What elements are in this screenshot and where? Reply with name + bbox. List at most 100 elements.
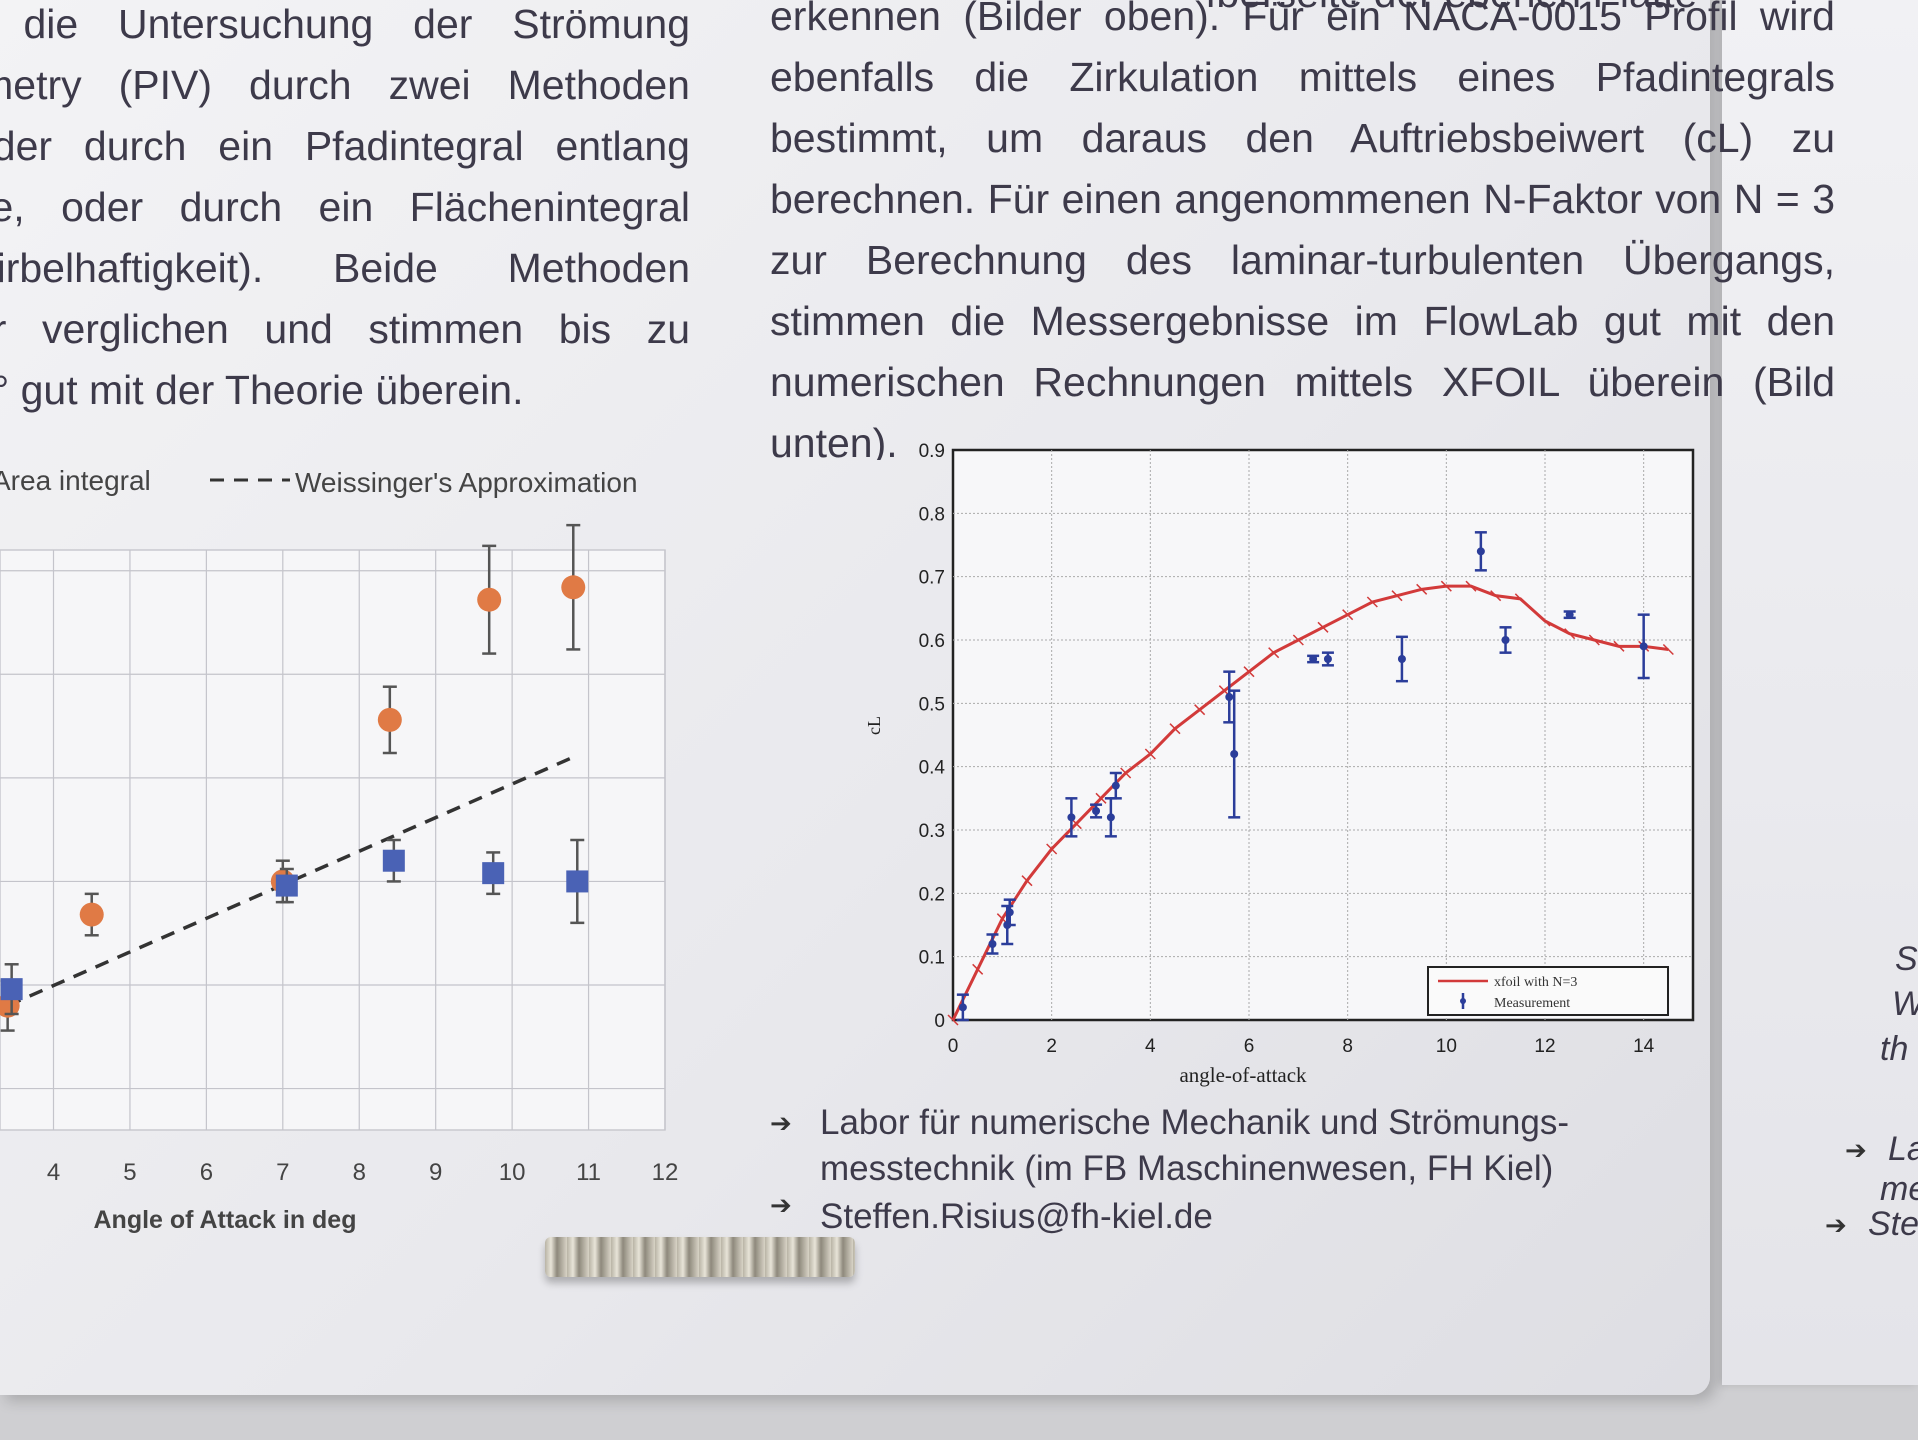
xfoil-point-marker <box>1046 843 1058 855</box>
xfoil-point-marker <box>1490 590 1502 602</box>
left-chart-legend: Area integral Weissinger's Approximation <box>0 465 638 498</box>
xfoil-point-marker <box>1564 628 1576 640</box>
right-chart-x-tick-label: 14 <box>1633 1036 1655 1057</box>
left-paragraph-line: Virbelhaftigkeit). Beide Methoden <box>0 245 690 291</box>
measurement-point <box>958 1003 967 1012</box>
left-chart-x-tick-label: 4 <box>47 1159 60 1186</box>
measurement-point <box>1067 813 1076 822</box>
footer-email[interactable]: Steffen.Risius@fh-kiel.de <box>820 1197 1213 1236</box>
xfoil-point-marker <box>1268 647 1280 659</box>
xfoil-point-marker <box>1440 580 1452 592</box>
right-paragraph-clip: ıberseite der ebenen Platte erkennen (Bi… <box>765 0 1845 460</box>
xfoil-point-marker <box>1588 634 1600 646</box>
left-paragraph-line: 8° gut mit der Theorie überein. <box>0 367 524 413</box>
side-fragment: Ste <box>1868 1205 1918 1243</box>
xfoil-point-marker <box>1662 643 1674 656</box>
measurement-point <box>1476 547 1485 556</box>
side-fragment: S <box>1895 940 1918 978</box>
right-chart-y-tick-label: 0.2 <box>919 884 945 905</box>
xfoil-point-marker <box>1243 666 1255 678</box>
right-chart-x-tick-label: 6 <box>1244 1036 1255 1057</box>
left-paragraph-line: ve, oder durch ein Flächenintegral <box>0 184 690 230</box>
right-chart-x-tick-label: 4 <box>1145 1036 1156 1057</box>
measurement-point <box>1005 908 1014 917</box>
right-chart-marks <box>947 531 1674 1026</box>
xfoil-point-marker <box>1539 615 1551 627</box>
side-fragment: me <box>1880 1170 1918 1208</box>
right-paragraph-line: ebenfalls die Zirkulation mittels eines … <box>770 54 1835 100</box>
right-paragraph-line: unten). <box>770 420 898 460</box>
left-chart-marks <box>0 523 589 1032</box>
left-chart-x-tick-label: 11 <box>576 1159 601 1186</box>
xfoil-point-marker <box>1342 609 1354 621</box>
right-chart-y-axis-label: cL <box>864 716 884 735</box>
left-chart-ticks: 4 5 6 7 8 9 10 11 12 <box>47 1159 679 1186</box>
measurement-point <box>1639 642 1648 651</box>
measurement-point <box>1225 693 1234 701</box>
left-paragraph-clip: r die Untersuchung der Strömung imetry (… <box>0 0 700 430</box>
right-paragraph-line: zur Berechnung des laminar-turbulenten Ü… <box>770 237 1835 283</box>
path-integral-point <box>566 870 589 893</box>
left-chart-grid <box>0 549 666 1131</box>
measurement-point <box>1323 655 1332 663</box>
arrow-bullet-icon: ➔ <box>1845 1135 1867 1165</box>
right-chart-y-tick-label: 0.7 <box>919 568 945 589</box>
area-integral-point <box>477 587 502 612</box>
left-chart-x-tick-label: 5 <box>123 1159 136 1186</box>
right-paragraph-top-fragment: ıberseite der ebenen Platte <box>1205 0 1697 17</box>
xfoil-point-marker <box>1169 723 1181 735</box>
right-chart-y-tick-label: 0.4 <box>919 758 946 779</box>
side-fragment: th <box>1880 1030 1909 1068</box>
right-paragraph: erkennen (Bilder oben). Für ein NACA-001… <box>770 0 1835 460</box>
right-chart-y-tick-label: 0 <box>934 1011 945 1032</box>
right-chart-plot-area <box>951 448 1695 1022</box>
measurement-point <box>1230 750 1239 758</box>
xfoil-point-marker <box>1021 875 1033 887</box>
right-chart-x-tick-label: 8 <box>1342 1036 1353 1057</box>
xfoil-point-marker <box>1391 590 1403 602</box>
footer-lab-info: Labor für numerische Mechanik und Strömu… <box>820 1100 1760 1240</box>
left-chart-x-tick-label: 7 <box>276 1159 289 1186</box>
left-paragraph-line: eder durch ein Pfadintegral entlang <box>0 123 690 169</box>
weissinger-approximation-line <box>6 755 574 1008</box>
left-chart-legend-label: Weissinger's Approximation <box>295 467 638 498</box>
left-chart-legend-label: Area integral <box>0 465 151 496</box>
side-fragment: W <box>1892 985 1918 1024</box>
area-integral-point <box>79 902 104 927</box>
left-paragraph-line: r die Untersuchung der Strömung <box>0 1 690 47</box>
measurement-point <box>1092 807 1101 815</box>
measurement-point <box>1565 610 1574 619</box>
measurement-point <box>1501 636 1510 644</box>
area-integral-point <box>561 575 586 600</box>
right-chart-legend-label: xfoil with N=3 <box>1494 975 1577 990</box>
xfoil-point-marker <box>1613 640 1625 652</box>
right-chart-ticks: 0 2 4 6 8 10 12 14 0 0.1 0.2 0.3 0.4 0.5 0.6 0.7 0.8 0.9 <box>919 441 1655 1057</box>
right-chart-legend-label: Measurement <box>1494 996 1570 1011</box>
xfoil-point-marker <box>1514 593 1526 605</box>
xfoil-point-marker <box>1144 748 1156 760</box>
xfoil-point-marker <box>1366 596 1378 608</box>
left-chart-x-tick-label: 6 <box>200 1159 213 1186</box>
xfoil-point-marker <box>1465 580 1477 592</box>
xfoil-point-marker <box>1194 704 1206 716</box>
right-chart-y-tick-label: 0.9 <box>919 441 945 462</box>
left-chart-x-tick-label: 9 <box>429 1159 442 1186</box>
measurement-point <box>1106 813 1115 822</box>
arrow-bullet-icon: ➔ <box>770 1190 792 1220</box>
right-chart-x-tick-label: 12 <box>1534 1036 1555 1057</box>
left-chart-plot-area <box>0 549 666 1131</box>
right-chart-x-tick-label: 0 <box>948 1036 959 1057</box>
xfoil-point-marker <box>972 963 984 975</box>
xfoil-point-marker <box>1416 583 1428 595</box>
right-chart-legend: xfoil with N=3 Measurement <box>1427 966 1669 1016</box>
path-integral-point <box>275 874 298 897</box>
xfoil-point-marker <box>947 1014 959 1026</box>
xfoil-point-marker <box>1120 767 1132 779</box>
right-chart-x-axis-label: angle-of-attack <box>1179 1063 1307 1087</box>
left-chart-x-tick-label: 10 <box>499 1159 526 1186</box>
right-chart-x-tick-label: 2 <box>1046 1036 1057 1057</box>
measurement-point <box>1309 655 1318 663</box>
left-chart-x-axis-label: Angle of Attack in deg <box>94 1206 357 1234</box>
right-chart-x-tick-label: 10 <box>1436 1036 1457 1057</box>
right-paragraph-line: numerischen Rechnungen mittels XFOIL übe… <box>770 359 1835 405</box>
